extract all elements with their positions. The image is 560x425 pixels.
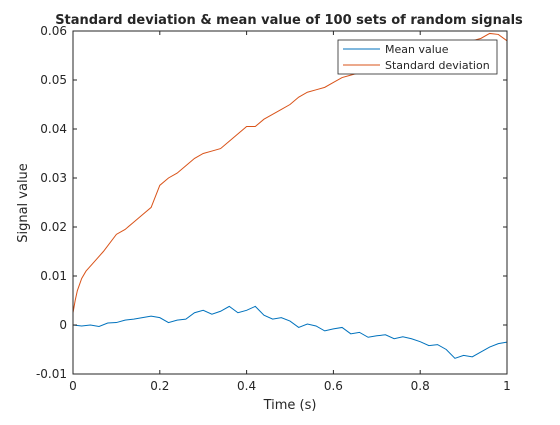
y-tick-label: 0.01: [40, 269, 67, 283]
series-line-1: [72, 32, 508, 313]
x-axis: 0 0.2 0.4 0.6 0.8 1: [69, 31, 511, 393]
y-axis: -0.01 0 0.01 0.02 0.03 0.04 0.05 0.06: [36, 24, 507, 381]
x-tick-label: 0: [69, 379, 77, 393]
legend-entry-std: Standard deviation: [385, 59, 490, 72]
y-tick-label: 0.03: [40, 171, 67, 185]
y-tick-label: 0.05: [40, 73, 67, 87]
y-tick-label: -0.01: [36, 367, 67, 381]
legend: Mean value Standard deviation: [337, 39, 498, 75]
y-tick-label: 0.06: [40, 24, 67, 38]
x-tick-label: 0.6: [324, 379, 343, 393]
legend-box: [337, 39, 498, 75]
y-axis-label: Signal value: [16, 163, 31, 243]
x-tick-label: 0.2: [150, 379, 169, 393]
chart-title: Standard deviation & mean value of 100 s…: [55, 13, 523, 28]
x-tick-label: 0.8: [411, 379, 430, 393]
series-line-0: [72, 305, 508, 359]
x-tick-label: 0.4: [237, 379, 256, 393]
legend-entry-mean: Mean value: [385, 43, 449, 56]
y-tick-label: 0: [59, 318, 67, 332]
x-axis-label: Time (s): [263, 398, 317, 413]
series-layer: [72, 32, 508, 359]
x-tick-label: 1: [503, 379, 511, 393]
y-tick-label: 0.04: [40, 122, 67, 136]
y-tick-label: 0.02: [40, 220, 67, 234]
axes-box: [72, 30, 508, 375]
